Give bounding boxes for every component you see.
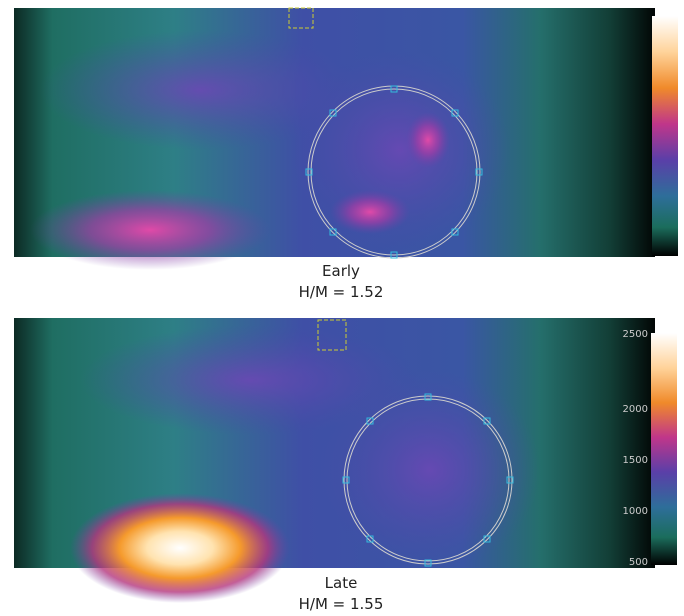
panel-metric: H/M = 1.55 xyxy=(299,595,384,613)
colorbar-tick: 2500 xyxy=(623,329,648,340)
panel-title: Late xyxy=(325,574,358,592)
colorbar-tick: 500 xyxy=(629,557,648,568)
early-image xyxy=(14,7,678,270)
colorbar-tick: 1500 xyxy=(623,455,648,466)
late-image: 2500 2000 1500 1000 500 xyxy=(14,318,677,603)
panel-metric: H/M = 1.52 xyxy=(299,283,384,301)
colorbar-tick: 1000 xyxy=(623,506,648,517)
colorbar-tick: 2000 xyxy=(623,404,648,415)
panel-title: Early xyxy=(322,262,360,280)
